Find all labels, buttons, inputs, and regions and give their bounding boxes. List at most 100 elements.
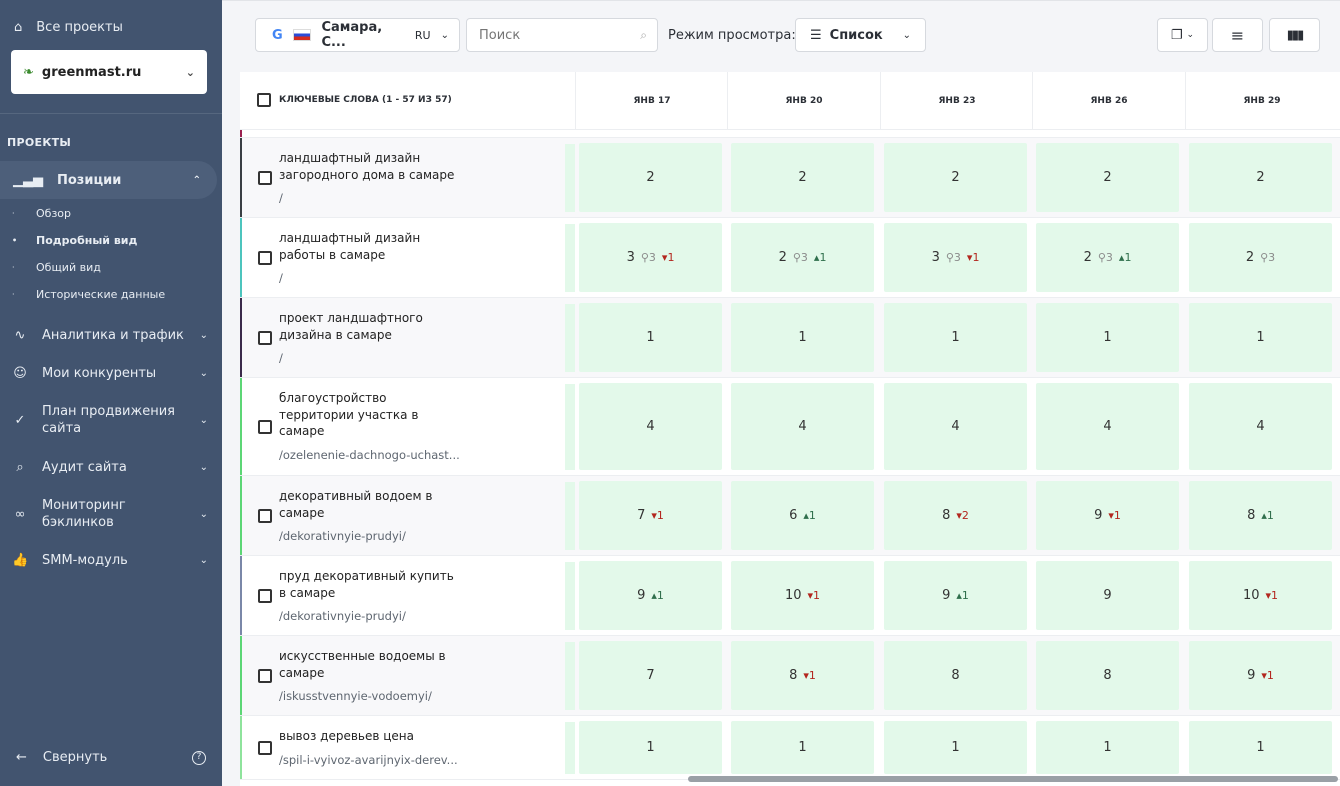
- view-mode-select[interactable]: ☰ Список ⌄: [795, 18, 926, 52]
- position-cell[interactable]: 8 ▾1: [731, 641, 874, 710]
- subitem-general[interactable]: · Общий вид: [12, 261, 101, 274]
- position-cell[interactable]: 1: [884, 303, 1027, 372]
- row-checkbox[interactable]: [258, 250, 272, 265]
- position-cell[interactable]: 1: [731, 303, 874, 372]
- date-column-header[interactable]: ЯНВ 26: [1032, 72, 1185, 130]
- position-cell[interactable]: 4: [579, 383, 722, 470]
- position-cell[interactable]: 8 ▾2: [884, 481, 1027, 550]
- position-cell[interactable]: 9 ▾1: [1036, 481, 1179, 550]
- keyword-text[interactable]: ландшафтный дизайн работы в самаре: [279, 231, 421, 262]
- row-checkbox[interactable]: [258, 740, 272, 755]
- row-checkbox[interactable]: [258, 330, 272, 345]
- columns-button[interactable]: ▮▮▮: [1269, 18, 1320, 52]
- position-cell[interactable]: 1: [579, 303, 722, 372]
- position-cell[interactable]: 10 ▾1: [731, 561, 874, 630]
- position-cell[interactable]: 3 ⚲3 ▾1: [579, 223, 722, 292]
- position-cell[interactable]: 1: [1036, 721, 1179, 774]
- sidebar-item[interactable]: ⌕ Аудит сайта ⌄: [12, 459, 208, 476]
- position-cell[interactable]: 2: [1189, 143, 1332, 212]
- position-cell[interactable]: 8: [884, 641, 1027, 710]
- keyword-text[interactable]: пруд декоративный купить в самаре: [279, 569, 454, 600]
- keyword-url[interactable]: /: [279, 351, 283, 365]
- position-cell[interactable]: 7 ▾1: [579, 481, 722, 550]
- row-checkbox[interactable]: [258, 170, 272, 185]
- row-checkbox[interactable]: [258, 668, 272, 683]
- position-cell[interactable]: 1: [884, 721, 1027, 774]
- position-cell[interactable]: 2: [1036, 143, 1179, 212]
- date-column-header[interactable]: ЯНВ 29: [1185, 72, 1338, 130]
- row-checkbox[interactable]: [258, 419, 272, 434]
- position-value: 4: [646, 419, 655, 434]
- position-cell[interactable]: 8 ▴1: [1189, 481, 1332, 550]
- keyword-url[interactable]: /spil-i-vyivoz-avarijnyix-derev...: [279, 752, 458, 767]
- keyword-url[interactable]: /iskusstvennyie-vodoemyi/: [279, 689, 432, 703]
- date-column-header[interactable]: ЯНВ 17: [575, 72, 728, 130]
- position-cell[interactable]: 10 ▾1: [1189, 561, 1332, 630]
- position-cell[interactable]: 9 ▾1: [1189, 641, 1332, 710]
- local-position: 3: [648, 251, 656, 264]
- position-cell[interactable]: 1: [1189, 303, 1332, 372]
- keyword-text[interactable]: вывоз деревьев цена: [279, 729, 414, 743]
- region-select[interactable]: G Самара, С... RU ⌄: [255, 18, 460, 52]
- keyword-text[interactable]: благоустройство территории участка в сам…: [279, 391, 419, 438]
- sidebar-item-positions[interactable]: ▁▃▅ Позиции ⌃: [0, 161, 217, 199]
- filter-button[interactable]: ≡: [1212, 18, 1263, 52]
- position-cell[interactable]: 4: [1036, 383, 1179, 470]
- keyword-text[interactable]: искусственные водоемы в самаре: [279, 649, 446, 680]
- sidebar-item[interactable]: ✓ План продвижения сайта ⌄: [12, 403, 208, 437]
- sidebar-item[interactable]: ∞ Мониторинг бэклинков ⌄: [12, 497, 208, 531]
- position-cell[interactable]: 2 ⚲3: [1189, 223, 1332, 292]
- date-column-header[interactable]: ЯНВ 20: [727, 72, 880, 130]
- keyword-text[interactable]: декоративный водоем в самаре: [279, 489, 433, 520]
- position-cell[interactable]: 2: [884, 143, 1027, 212]
- keyword-url[interactable]: /: [279, 271, 283, 285]
- position-value: 10: [784, 588, 802, 603]
- select-all-checkbox[interactable]: [257, 93, 271, 107]
- position-cell[interactable]: 6 ▴1: [731, 481, 874, 550]
- position-cell[interactable]: 1: [1036, 303, 1179, 372]
- subitem-detailed[interactable]: • Подробный вид: [12, 234, 137, 247]
- help-icon[interactable]: ?: [192, 750, 206, 765]
- chevron-down-icon: ⌄: [199, 414, 208, 426]
- position-cell[interactable]: 7: [579, 641, 722, 710]
- all-projects-link[interactable]: ⌂ Все проекты: [14, 20, 123, 35]
- position-cell[interactable]: 8: [1036, 641, 1179, 710]
- collapse-button[interactable]: ← Свернуть ?: [16, 750, 206, 765]
- search-box[interactable]: ⌕: [466, 18, 658, 52]
- position-cell[interactable]: 1: [579, 721, 722, 774]
- horizontal-scrollbar[interactable]: [688, 776, 1338, 782]
- position-value: 8: [951, 668, 960, 683]
- search-input[interactable]: [479, 27, 619, 43]
- keyword-text[interactable]: проект ландшафтного дизайна в самаре: [279, 311, 423, 342]
- position-cell[interactable]: 2 ⚲3 ▴1: [1036, 223, 1179, 292]
- position-cell[interactable]: 9 ▴1: [579, 561, 722, 630]
- position-cell[interactable]: 4: [1189, 383, 1332, 470]
- keyword-url[interactable]: /dekorativnyie-prudyi/: [279, 609, 406, 623]
- position-cell[interactable]: 3 ⚲3 ▾1: [884, 223, 1027, 292]
- position-cell[interactable]: 1: [1189, 721, 1332, 774]
- position-cell[interactable]: 4: [884, 383, 1027, 470]
- sidebar-item[interactable]: ☺ Мои конкуренты ⌄: [12, 365, 208, 382]
- project-select[interactable]: ❧ greenmast.ru ⌄: [11, 50, 207, 94]
- position-cell[interactable]: 2 ⚲3 ▴1: [731, 223, 874, 292]
- position-cell[interactable]: 1: [731, 721, 874, 774]
- map-pin-icon: ⚲: [945, 251, 954, 264]
- keyword-text[interactable]: ландшафтный дизайн загородного дома в са…: [279, 151, 455, 182]
- keyword-url[interactable]: /ozelenenie-dachnogo-uchast...: [279, 447, 460, 462]
- date-column-header[interactable]: ЯНВ 23: [880, 72, 1033, 130]
- keyword-url[interactable]: /dekorativnyie-prudyi/: [279, 529, 406, 543]
- position-cell[interactable]: 2: [731, 143, 874, 212]
- keyword-block: благоустройство территории участка в сам…: [279, 390, 460, 463]
- keyword-url[interactable]: /: [279, 191, 283, 205]
- row-checkbox[interactable]: [258, 588, 272, 603]
- sidebar-item[interactable]: 👍 SMM-модуль ⌄: [12, 552, 208, 569]
- position-cell[interactable]: 2: [579, 143, 722, 212]
- position-cell[interactable]: 4: [731, 383, 874, 470]
- subitem-overview[interactable]: · Обзор: [12, 207, 71, 220]
- position-cell[interactable]: 9 ▴1: [884, 561, 1027, 630]
- row-checkbox[interactable]: [258, 508, 272, 523]
- position-cell[interactable]: 9: [1036, 561, 1179, 630]
- subitem-historical[interactable]: · Исторические данные: [12, 288, 165, 301]
- sidebar-item[interactable]: ∿ Аналитика и трафик ⌄: [12, 327, 208, 344]
- copy-button[interactable]: ❐ ⌄: [1157, 18, 1208, 52]
